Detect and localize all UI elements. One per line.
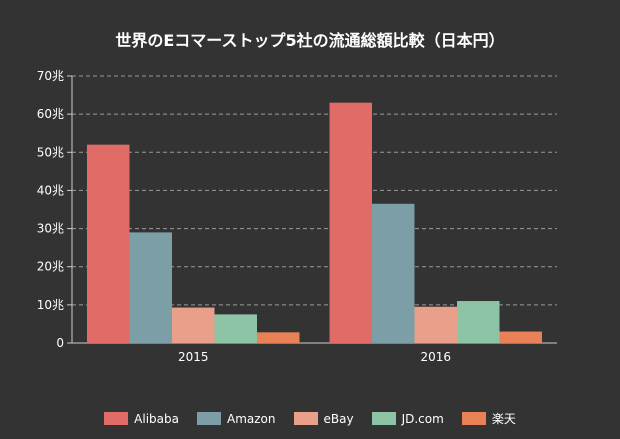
y-tick-label: 30兆 [37,222,64,236]
chart-title: 世界のEコマーストップ5社の流通総額比較（日本円） [115,31,505,50]
legend-label: Alibaba [134,411,179,426]
legend-item[interactable]: JD.com [371,410,444,427]
y-tick-label: 50兆 [37,145,64,159]
bar-ebay-2016 [414,306,457,343]
y-tick-label: 60兆 [37,107,64,121]
chart-legend: Alibaba Amazon eBay JD.com 楽天 [0,410,620,427]
y-tick-label: 70兆 [37,69,64,83]
legend-label: JD.com [401,411,444,426]
legend-item[interactable]: 楽天 [461,410,516,427]
x-tick-label: 2016 [420,350,451,364]
bar-alibaba-2016 [329,102,372,343]
bar-jdcom-2016 [457,301,500,343]
bar-jdcom-2015 [214,314,257,343]
bar-alibaba-2015 [87,144,130,343]
bar-ebay-2015 [172,307,215,343]
legend-item[interactable]: Alibaba [104,410,179,427]
legend-swatch [461,412,486,425]
bar-amazon-2015 [129,232,172,343]
legend-label: Amazon [227,411,276,426]
legend-label: 楽天 [491,412,516,426]
legend-swatch [197,412,221,425]
bar--2015 [257,332,300,343]
legend-label: eBay [323,411,354,426]
bar-amazon-2016 [372,203,415,343]
y-tick-label: 40兆 [37,183,64,197]
y-tick-label: 20兆 [37,260,64,274]
legend-swatch [104,412,129,425]
y-tick-label: 10兆 [37,298,64,312]
legend-item[interactable]: Amazon [197,410,276,427]
legend-item[interactable]: eBay [293,410,354,427]
legend-swatch [371,412,396,425]
bar--2016 [499,331,542,343]
y-tick-label: 0 [56,336,64,350]
legend-swatch [293,412,318,425]
x-tick-label: 2015 [178,350,209,364]
